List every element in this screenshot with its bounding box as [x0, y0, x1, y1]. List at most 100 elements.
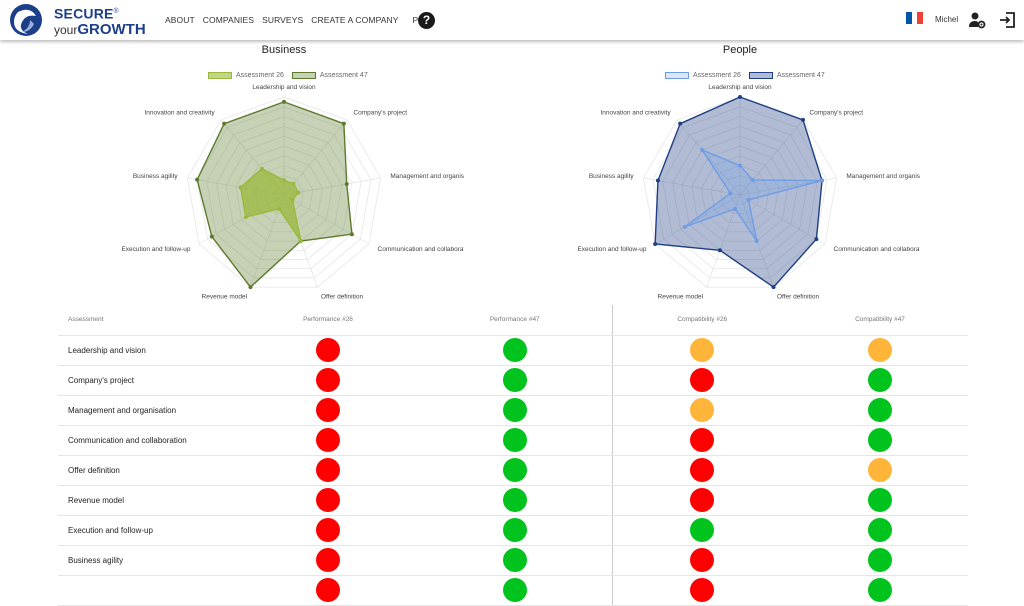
- status-red-dot: [316, 518, 340, 542]
- assessment-name: Revenue model: [58, 485, 238, 516]
- legend-label[interactable]: Assessment 47: [776, 72, 825, 79]
- data-point[interactable]: [678, 121, 683, 126]
- status-green-dot: [868, 548, 892, 572]
- legend-swatch[interactable]: [665, 72, 689, 79]
- series-area-assessment-26[interactable]: [239, 167, 302, 242]
- grid-ring: [216, 126, 352, 260]
- data-point[interactable]: [282, 99, 286, 104]
- axis-label: Revenue model: [202, 293, 248, 300]
- data-point[interactable]: [682, 224, 687, 229]
- data-point[interactable]: [282, 178, 286, 183]
- assessment-name: Communication and collaboration: [58, 425, 238, 456]
- data-point[interactable]: [750, 177, 755, 182]
- assessment-name: [58, 575, 238, 606]
- status-red-dot: [690, 428, 715, 452]
- status-red-dot: [316, 458, 340, 482]
- axis-label: Business agility: [589, 173, 635, 180]
- legend-swatch[interactable]: [208, 72, 232, 79]
- axis-label: Execution and follow-up: [577, 246, 646, 253]
- column-header[interactable]: Performance #47: [418, 305, 612, 336]
- data-point[interactable]: [349, 232, 354, 237]
- grid-ring: [196, 106, 372, 279]
- data-point[interactable]: [820, 178, 825, 183]
- legend-label[interactable]: Assessment 26: [236, 72, 284, 79]
- status-cell: [611, 335, 792, 366]
- data-point[interactable]: [276, 206, 281, 211]
- data-point[interactable]: [222, 121, 227, 126]
- nav-surveys[interactable]: SURVEYS: [262, 15, 304, 25]
- data-point[interactable]: [248, 285, 253, 290]
- data-point[interactable]: [700, 147, 705, 152]
- legend-label[interactable]: Assessment 26: [693, 72, 741, 79]
- status-cell: [792, 455, 968, 486]
- legend-swatch[interactable]: [748, 72, 773, 79]
- brand-growth-text: GROWTH: [77, 20, 146, 38]
- axis-label: Management and organisation: [846, 173, 920, 180]
- status-green-dot: [502, 578, 527, 602]
- logout-icon[interactable]: [998, 11, 1016, 29]
- column-header[interactable]: Performance #26: [238, 305, 418, 336]
- french-flag-icon[interactable]: [906, 12, 924, 24]
- status-cell: [418, 455, 612, 486]
- data-point[interactable]: [814, 237, 819, 242]
- data-point[interactable]: [296, 190, 301, 195]
- nav-companies[interactable]: COMPANIES: [202, 15, 255, 25]
- legend-swatch[interactable]: [291, 72, 316, 79]
- axis-label: Offer definition: [777, 293, 820, 300]
- nav-about[interactable]: ABOUT: [165, 15, 195, 25]
- status-green-dot: [502, 368, 527, 392]
- status-green-dot: [502, 548, 527, 572]
- brand-logo[interactable]: SECURE® yourGROWTH: [8, 2, 148, 38]
- data-point[interactable]: [771, 285, 776, 290]
- status-cell: [238, 575, 418, 606]
- user-settings-icon[interactable]: [968, 11, 986, 29]
- data-point[interactable]: [717, 248, 722, 253]
- status-red-dot: [316, 578, 340, 602]
- status-cell: [792, 365, 968, 396]
- data-point[interactable]: [344, 181, 349, 186]
- status-green-dot: [868, 518, 892, 542]
- data-point[interactable]: [238, 185, 243, 190]
- grid-spoke: [283, 194, 370, 245]
- grid-ring: [729, 184, 751, 205]
- series-area-assessment-47[interactable]: [654, 96, 823, 289]
- data-point[interactable]: [259, 166, 264, 171]
- help-icon[interactable]: ?: [418, 12, 435, 29]
- data-point[interactable]: [800, 117, 805, 122]
- data-point[interactable]: [655, 178, 660, 183]
- data-point[interactable]: [298, 239, 303, 244]
- business-chart-title: Business: [261, 44, 307, 56]
- data-point[interactable]: [209, 234, 214, 239]
- nav-create-company[interactable]: CREATE A COMPANY: [311, 15, 399, 25]
- legend-label[interactable]: Assessment 47: [319, 72, 368, 79]
- status-cell: [238, 545, 418, 576]
- grid-spoke: [739, 119, 804, 196]
- grid-ring: [672, 126, 808, 260]
- series-area-assessment-26[interactable]: [684, 148, 823, 242]
- status-red-dot: [316, 338, 340, 362]
- column-header[interactable]: Compatibility #47: [792, 305, 968, 336]
- data-point[interactable]: [653, 242, 658, 246]
- column-header[interactable]: Assessment: [58, 305, 238, 336]
- status-orange-dot: [690, 338, 715, 362]
- column-header[interactable]: Compatibility #26: [611, 305, 792, 336]
- grid-ring: [187, 96, 381, 288]
- top-navigation-bar: SECURE® yourGROWTH ABOUT COMPANIES SURVE…: [0, 0, 1024, 40]
- data-point[interactable]: [243, 215, 248, 220]
- data-point[interactable]: [291, 181, 296, 186]
- data-point[interactable]: [341, 121, 346, 126]
- data-point[interactable]: [746, 197, 751, 202]
- grid-spoke: [676, 119, 741, 196]
- brand-your-text: your: [54, 22, 78, 37]
- data-point[interactable]: [754, 239, 759, 244]
- data-point[interactable]: [738, 95, 742, 99]
- status-cell: [792, 395, 968, 426]
- data-point[interactable]: [195, 177, 200, 182]
- data-point[interactable]: [738, 163, 742, 168]
- status-red-dot: [316, 548, 340, 572]
- data-point[interactable]: [728, 191, 733, 196]
- table-row: [58, 575, 968, 606]
- data-point[interactable]: [290, 197, 295, 202]
- data-point[interactable]: [732, 206, 737, 211]
- status-cell: [611, 545, 792, 576]
